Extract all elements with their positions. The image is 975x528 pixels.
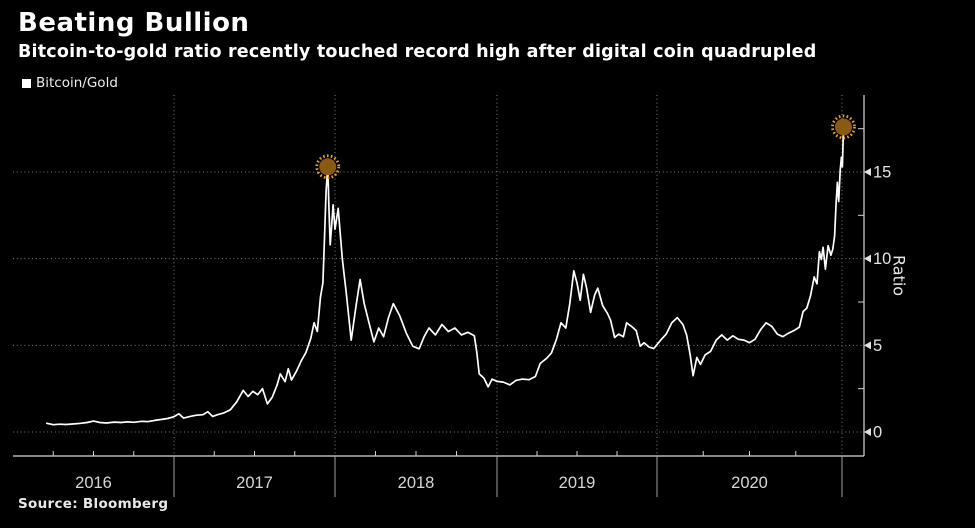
y-axis-title: Ratio [889, 254, 909, 297]
x-year-label-2019: 2019 [559, 474, 596, 492]
x-year-label-2020: 2020 [731, 474, 768, 492]
legend: Bitcoin/Gold [22, 75, 118, 91]
y-major-tick-15 [864, 168, 871, 177]
y-tick-label-10: 10 [873, 250, 891, 268]
legend-label: Bitcoin/Gold [36, 75, 118, 91]
x-year-label-2018: 2018 [398, 474, 435, 492]
chart-title: Beating Bullion [18, 8, 250, 38]
bitcoin-gold-ratio-line [45, 126, 845, 426]
legend-swatch-icon [22, 78, 31, 88]
chart-subtitle: Bitcoin-to-gold ratio recently touched r… [18, 42, 817, 62]
y-tick-label-5: 5 [873, 337, 882, 355]
y-major-tick-10 [864, 254, 871, 263]
source-note: Source: Bloomberg [18, 496, 169, 512]
peak-marker-fill-0 [319, 158, 337, 176]
y-tick-label-15: 15 [873, 164, 891, 182]
x-year-label-2016: 2016 [75, 474, 112, 492]
peak-marker-ring-1 [831, 114, 856, 140]
y-major-tick-0 [864, 428, 871, 436]
y-major-tick-5 [864, 341, 871, 350]
peak-marker-ring-0 [315, 154, 341, 180]
x-year-label-2017: 2017 [236, 474, 273, 492]
peak-marker-fill-1 [834, 118, 852, 136]
y-tick-label-0: 0 [873, 424, 882, 442]
